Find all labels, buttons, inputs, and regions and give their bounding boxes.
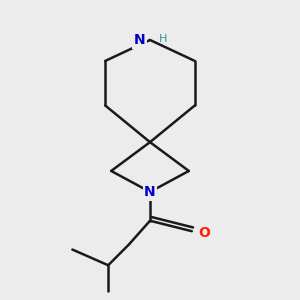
Text: O: O — [198, 226, 210, 239]
Text: H: H — [159, 34, 168, 44]
Text: N: N — [134, 33, 146, 47]
Text: N: N — [144, 185, 156, 199]
